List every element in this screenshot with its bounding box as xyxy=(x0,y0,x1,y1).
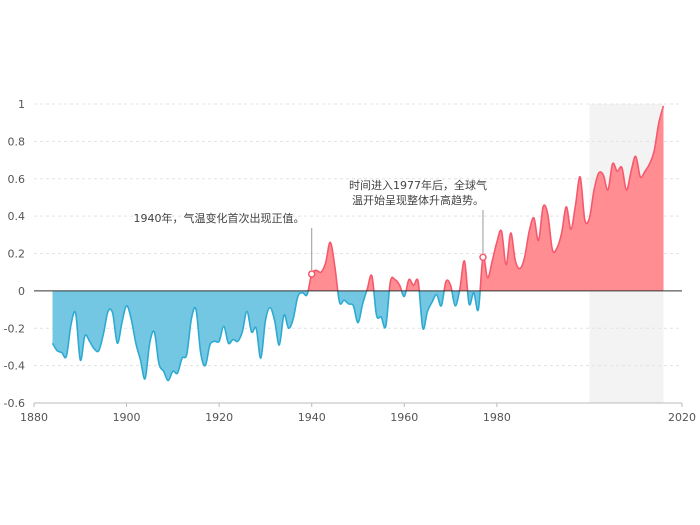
x-tick-label: 1900 xyxy=(113,411,141,424)
annotation-marker xyxy=(479,253,487,261)
y-tick-label: -0.6 xyxy=(4,397,25,410)
y-tick-label: 0.6 xyxy=(8,173,26,186)
y-tick-label: 0 xyxy=(18,285,25,298)
annotations: 1940年，气温变化首次出现正值。 时间进入1977年后，全球气温开始呈现整体升高… xyxy=(134,178,487,278)
y-tick-label: 1 xyxy=(18,98,25,111)
x-tick-label: 1980 xyxy=(483,411,511,424)
annotation-marker xyxy=(307,270,316,278)
negative-area xyxy=(52,290,664,381)
grid xyxy=(34,103,682,367)
y-tick-label: -0.4 xyxy=(4,360,25,373)
y-tick-label: 0.2 xyxy=(8,248,26,261)
annotation-text: 1940年，气温变化首次出现正值。 xyxy=(134,211,305,225)
x-tick-label: 1920 xyxy=(205,411,233,424)
annotation-text: 时间进入1977年后，全球气 xyxy=(349,178,487,192)
y-axis: 1 0.8 0.6 0.4 0.2 0 -0.2 -0.4 -0.6 xyxy=(4,98,25,410)
x-tick-label: 2020 xyxy=(668,411,696,424)
positive-area xyxy=(308,105,664,291)
x-tick-label: 1960 xyxy=(390,411,418,424)
y-tick-label: 0.8 xyxy=(8,135,26,148)
negative-line xyxy=(51,290,481,382)
x-axis: 1880 1900 1920 1940 1960 1980 2020 xyxy=(20,403,696,424)
x-tick-label: 1880 xyxy=(20,411,48,424)
annotation-text: 温开始呈现整体升高趋势。 xyxy=(352,193,484,207)
x-tick-label: 1940 xyxy=(298,411,326,424)
positive-line xyxy=(307,105,665,291)
y-tick-label: 0.4 xyxy=(8,210,26,223)
y-tick-label: -0.2 xyxy=(4,322,25,335)
